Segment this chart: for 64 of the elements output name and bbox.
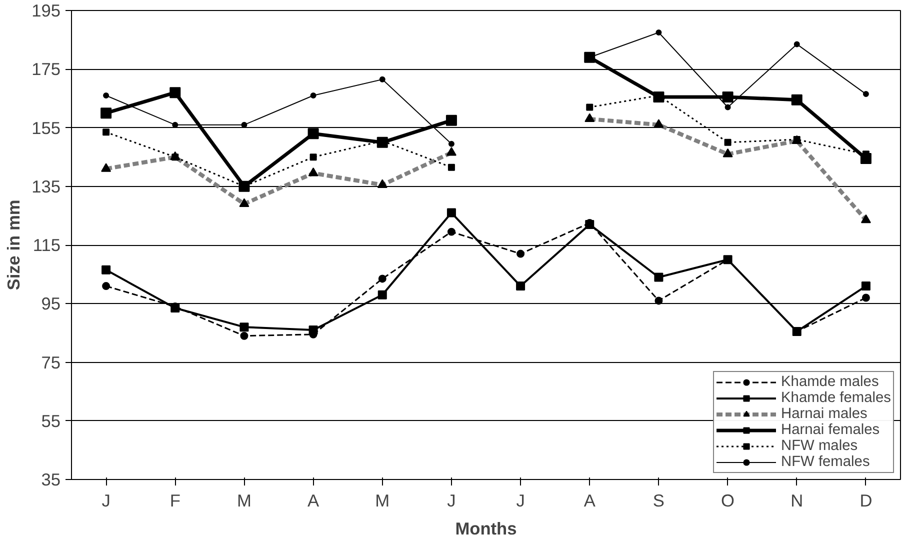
x-tick-label: N	[790, 490, 804, 510]
point	[861, 282, 870, 291]
point	[448, 164, 455, 171]
point	[378, 274, 386, 283]
point	[446, 208, 456, 218]
y-tick-label: 75	[41, 352, 61, 372]
x-tick-label: A	[308, 490, 320, 510]
point	[586, 104, 594, 111]
y-tick-label: 195	[32, 0, 61, 20]
y-axis-title: Size in mm	[4, 200, 24, 290]
legend-label: Harnai males	[781, 406, 868, 422]
point	[447, 228, 456, 236]
point	[100, 108, 112, 119]
point	[516, 282, 526, 291]
point	[102, 282, 110, 290]
point	[240, 322, 249, 332]
point	[862, 91, 869, 98]
point	[308, 326, 318, 335]
y-tick-label: 55	[41, 410, 61, 431]
point	[654, 272, 664, 282]
x-tick-label: J	[516, 490, 525, 510]
x-tick-label: J	[102, 490, 110, 510]
y-tick-label: 155	[32, 118, 61, 138]
point	[724, 138, 732, 146]
point	[103, 92, 110, 98]
point	[102, 128, 110, 136]
x-tick-label: O	[721, 490, 735, 510]
point	[862, 294, 870, 302]
point	[172, 154, 179, 161]
legend-label: NFW females	[781, 454, 870, 470]
x-tick-label: M	[236, 490, 252, 510]
legend-label: Harnai females	[781, 422, 880, 438]
x-tick-label: A	[584, 490, 596, 510]
point	[448, 140, 454, 147]
x-tick-label: S	[652, 490, 664, 510]
point	[446, 114, 457, 126]
point	[656, 29, 662, 36]
x-tick-label: J	[447, 490, 456, 510]
x-tick-label: F	[170, 490, 180, 510]
y-tick-label: 35	[41, 470, 61, 490]
point	[654, 296, 663, 305]
point	[724, 104, 731, 110]
point	[310, 92, 316, 98]
legend-label: NFW males	[781, 438, 858, 454]
y-tick-label: 95	[41, 294, 61, 314]
point	[379, 76, 386, 82]
point	[308, 128, 319, 140]
point	[310, 154, 317, 161]
y-tick-label: 175	[32, 59, 61, 80]
y-tick-label: 115	[32, 235, 61, 255]
x-tick-label: D	[860, 490, 872, 510]
point	[722, 91, 734, 102]
x-axis-title: Months	[455, 518, 517, 538]
point	[102, 265, 111, 274]
x-tick-label: M	[375, 490, 390, 510]
legend-label: Khamde females	[781, 390, 891, 406]
y-tick-label: 135	[32, 176, 61, 196]
point	[378, 290, 387, 300]
point	[516, 250, 525, 258]
point	[794, 41, 800, 48]
point	[170, 87, 181, 98]
point	[791, 94, 802, 106]
legend-label: Khamde males	[781, 374, 879, 390]
point	[240, 332, 248, 340]
